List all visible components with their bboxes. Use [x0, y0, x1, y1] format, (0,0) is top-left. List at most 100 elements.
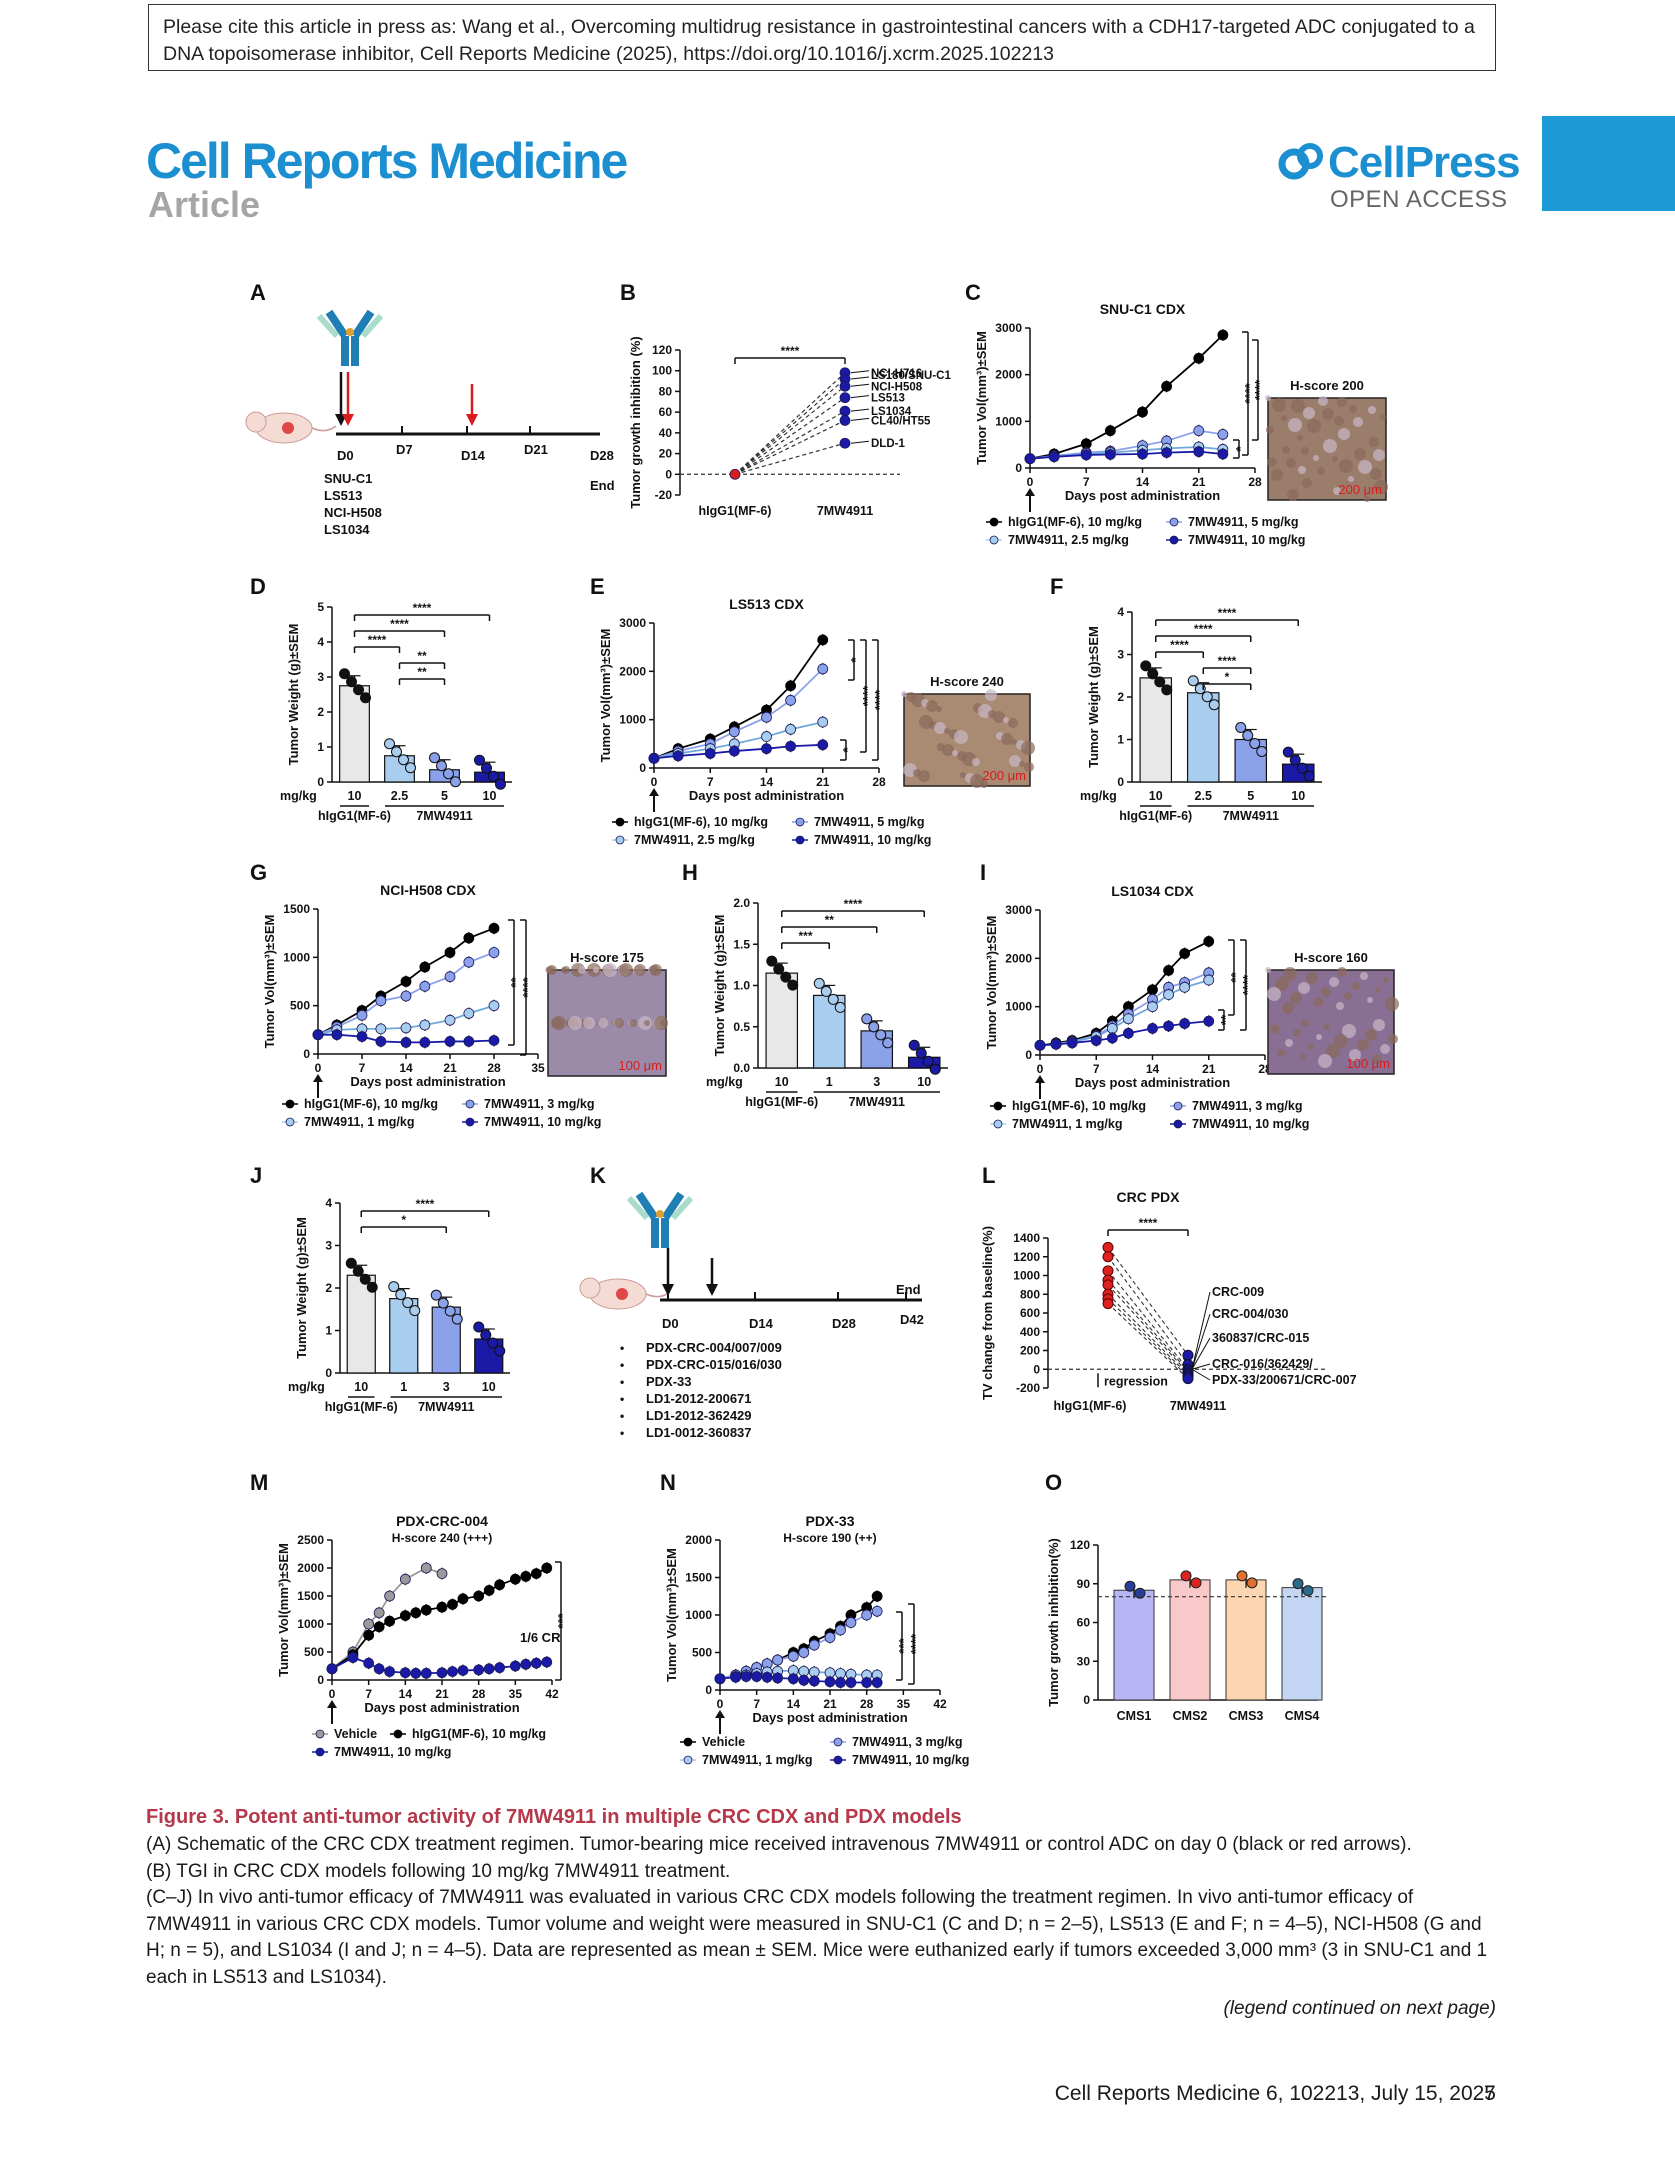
- panel-J-bracket-0-sig: ****: [416, 1197, 435, 1211]
- panel-E-point: [728, 726, 740, 738]
- panel-C-histology-cell: [1302, 478, 1312, 488]
- panel-E-histology-cell: [901, 691, 907, 697]
- panel-D-bracket-0-sig: ****: [413, 601, 432, 615]
- panel-C-histology-cell: [1332, 456, 1338, 462]
- panel-I-histology-cell: [1270, 1024, 1280, 1034]
- journal-name: Cell Reports Medicine: [146, 133, 628, 189]
- figure-3: AD0 D7 D14 D21 D28EndSNU-C1LS513NCI-H508LS10…: [245, 280, 1399, 1767]
- legend-marker: [1169, 535, 1179, 545]
- panel-H-dot: [861, 1013, 873, 1025]
- panel-D-group-ctrl: hIgG1(MF-6): [318, 809, 391, 823]
- panel-G-histology-cell: [562, 966, 570, 974]
- panel-K-bullet: •: [620, 1375, 624, 1389]
- panel-A-ab-fc: [341, 336, 349, 366]
- panel-D-group-drug: 7MW4911: [416, 809, 472, 823]
- panel-I-point: [1147, 1023, 1158, 1034]
- panel-E-histology-cell: [926, 700, 938, 712]
- panel-J-dot: [366, 1281, 378, 1293]
- panel-M-point: [509, 1660, 521, 1672]
- panel-B-ytick-label: 20: [659, 447, 673, 461]
- panel-I-xtick-label: 7: [1093, 1062, 1100, 1076]
- panel-E-xtick-label: 14: [760, 775, 774, 789]
- panel-C-b1-sig: ****: [1252, 379, 1267, 400]
- panel-C-histology-image: [1265, 395, 1388, 502]
- panel-I-point: [1147, 984, 1158, 996]
- panel-M-point: [520, 1658, 532, 1670]
- panel-B-label-pointer: [850, 370, 870, 374]
- panel-H-group-ctrl: hIgG1(MF-6): [745, 1095, 818, 1109]
- panel-I-histology-cell: [1318, 1054, 1332, 1068]
- panel-F-dot: [1208, 699, 1220, 711]
- panel-K-model-3: LD1-2012-200671: [646, 1391, 752, 1406]
- panel-E-xlabel: Days post administration: [689, 788, 844, 803]
- panel-L-point-ctrl: [1102, 1241, 1114, 1253]
- panel-H-dot: [868, 1021, 880, 1033]
- panel-H-dot: [773, 963, 785, 975]
- panel-J-mgkg: mg/kg: [288, 1380, 325, 1394]
- panel-I-point: [1106, 1023, 1118, 1034]
- panel-letter-I: I: [980, 860, 986, 885]
- panel-letter-E: E: [590, 574, 605, 599]
- panel-K-day-1: D14: [749, 1316, 774, 1331]
- panel-L-regression: regression: [1104, 1374, 1168, 1388]
- panel-M-ylabel: Tumor Vol(mm³)±SEM: [276, 1543, 291, 1677]
- legend-C-item-0: hIgG1(MF-6), 10 mg/kg: [1008, 515, 1142, 529]
- panel-F-bracket-1-sig: ****: [1194, 622, 1213, 636]
- panel-E-b0-sig: *: [848, 657, 863, 663]
- panel-letter-N: N: [660, 1470, 676, 1495]
- panel-B-label-pointer: [850, 440, 870, 444]
- panel-O-dot: [1302, 1585, 1314, 1597]
- panel-N-point: [787, 1650, 799, 1662]
- panel-K-ab-arm-l: [635, 1191, 659, 1221]
- panel-C-histology-cell: [1317, 467, 1325, 475]
- panel-A-model-0: SNU-C1: [324, 471, 372, 486]
- panel-G-point: [463, 956, 475, 968]
- legend-E-item-0: hIgG1(MF-6), 10 mg/kg: [634, 815, 768, 829]
- panel-C-point: [1024, 453, 1036, 465]
- panel-J-dot: [451, 1313, 463, 1325]
- panel-C-point: [1137, 406, 1148, 418]
- panel-E-histology-cell: [954, 730, 968, 744]
- panel-N-xtick-label: 7: [753, 1697, 760, 1711]
- panel-G-histology-cell: [650, 964, 662, 976]
- panel-letter-G: G: [250, 860, 267, 885]
- panel-I-histology-cell: [1301, 1019, 1309, 1027]
- panel-B-ytick-label: 100: [652, 364, 672, 378]
- panel-K-antibody-icon: [626, 1191, 694, 1248]
- panel-M-point: [326, 1663, 338, 1675]
- panel-C-histology-cell: [1339, 459, 1353, 473]
- panel-C-ylabel: Tumor Vol(mm³)±SEM: [974, 331, 989, 465]
- panel-E-hscore: H-score 240: [930, 674, 1004, 689]
- panel-F-dot: [1154, 676, 1166, 688]
- panel-O-dot: [1180, 1570, 1192, 1582]
- panel-A-ab-payload: [346, 328, 354, 336]
- panel-F-ylabel: Tumor Weight (g)±SEM: [1086, 626, 1101, 768]
- panel-C-point: [1048, 451, 1060, 463]
- panel-B-label-pointer: [850, 408, 870, 412]
- panel-B-point-drug: [839, 392, 851, 404]
- panel-G-point: [488, 1000, 500, 1012]
- panel-E-ytick-label: 3000: [619, 616, 646, 630]
- panel-B-point-drug: [839, 405, 851, 417]
- panel-F-bracket-2-sig: ****: [1170, 638, 1189, 652]
- panel-H-dot: [922, 1055, 934, 1067]
- panel-D-dot: [495, 778, 506, 790]
- panel-B-link-4: [734, 410, 846, 475]
- panel-J-dot: [437, 1297, 449, 1309]
- panel-M-point: [436, 1601, 448, 1613]
- panel-C-point: [1217, 448, 1229, 460]
- panel-I-histology-cell: [1293, 1029, 1301, 1037]
- panel-J-dot: [430, 1289, 442, 1301]
- legend-marker: [795, 835, 805, 845]
- panel-I-histology-cell: [1388, 1034, 1398, 1044]
- panel-G-point: [419, 1019, 431, 1031]
- panel-J-dot: [402, 1297, 414, 1309]
- panel-F-mgkg: mg/kg: [1080, 789, 1117, 803]
- panel-K-model-2: PDX-33: [646, 1374, 692, 1389]
- panel-N-point: [808, 1675, 820, 1687]
- panel-I-histology-cell: [1380, 1044, 1390, 1054]
- panel-N-xlabel: Days post administration: [752, 1710, 907, 1725]
- panel-O-dot: [1134, 1587, 1146, 1599]
- panel-H-dot: [882, 1037, 894, 1049]
- panel-E-xtick-label: 7: [707, 775, 714, 789]
